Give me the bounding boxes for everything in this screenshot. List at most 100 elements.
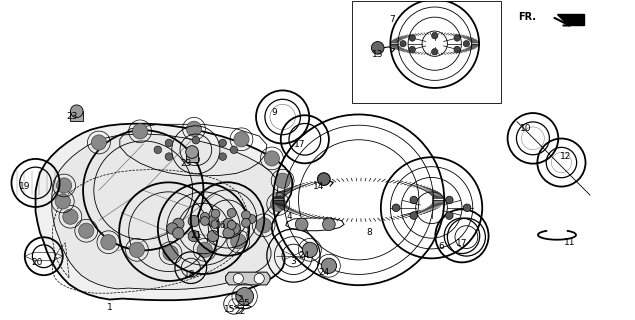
Text: 7: 7 bbox=[389, 15, 395, 24]
Text: 23: 23 bbox=[66, 112, 77, 121]
Text: 23: 23 bbox=[180, 159, 191, 168]
Text: 22: 22 bbox=[234, 307, 246, 316]
Text: 17: 17 bbox=[294, 140, 305, 149]
Ellipse shape bbox=[454, 46, 460, 52]
Ellipse shape bbox=[208, 215, 218, 227]
Ellipse shape bbox=[186, 121, 201, 136]
Ellipse shape bbox=[192, 156, 199, 163]
Polygon shape bbox=[52, 134, 277, 290]
Text: 6: 6 bbox=[438, 242, 444, 251]
Text: FR.: FR. bbox=[518, 12, 536, 22]
Ellipse shape bbox=[454, 35, 460, 41]
Ellipse shape bbox=[321, 258, 337, 273]
Text: 11: 11 bbox=[564, 238, 575, 247]
Text: 13: 13 bbox=[372, 50, 384, 59]
Ellipse shape bbox=[173, 218, 184, 229]
Text: 20: 20 bbox=[32, 258, 43, 267]
Ellipse shape bbox=[133, 124, 148, 139]
Text: 4: 4 bbox=[286, 212, 292, 221]
Ellipse shape bbox=[55, 194, 70, 209]
Ellipse shape bbox=[223, 218, 234, 229]
Ellipse shape bbox=[223, 228, 234, 239]
Text: 5: 5 bbox=[244, 299, 250, 308]
Polygon shape bbox=[70, 111, 83, 121]
Text: 16: 16 bbox=[215, 221, 227, 230]
Text: 21: 21 bbox=[190, 231, 201, 240]
Ellipse shape bbox=[201, 212, 210, 221]
Ellipse shape bbox=[432, 33, 438, 39]
Ellipse shape bbox=[410, 212, 418, 220]
Text: 12: 12 bbox=[560, 152, 572, 161]
Ellipse shape bbox=[227, 220, 236, 229]
Ellipse shape bbox=[271, 196, 286, 212]
Ellipse shape bbox=[247, 214, 256, 223]
Polygon shape bbox=[185, 152, 198, 162]
Ellipse shape bbox=[400, 41, 406, 47]
Ellipse shape bbox=[167, 223, 178, 234]
Polygon shape bbox=[225, 272, 270, 285]
Ellipse shape bbox=[231, 234, 246, 249]
Ellipse shape bbox=[211, 220, 220, 229]
Bar bbox=[352, 1, 501, 103]
Ellipse shape bbox=[57, 178, 72, 193]
Ellipse shape bbox=[234, 132, 249, 147]
Ellipse shape bbox=[432, 49, 438, 55]
Ellipse shape bbox=[409, 35, 415, 41]
Ellipse shape bbox=[63, 209, 78, 224]
Ellipse shape bbox=[173, 228, 184, 239]
Ellipse shape bbox=[318, 173, 330, 185]
Ellipse shape bbox=[256, 218, 271, 233]
Ellipse shape bbox=[446, 196, 453, 204]
Ellipse shape bbox=[91, 135, 107, 150]
Ellipse shape bbox=[192, 136, 199, 144]
Ellipse shape bbox=[197, 242, 212, 257]
Text: 24: 24 bbox=[318, 268, 330, 277]
Ellipse shape bbox=[371, 42, 384, 54]
Ellipse shape bbox=[219, 153, 227, 160]
Text: 15: 15 bbox=[224, 305, 236, 314]
Ellipse shape bbox=[211, 209, 220, 218]
Text: 1: 1 bbox=[107, 303, 112, 312]
Ellipse shape bbox=[302, 242, 318, 257]
Text: 18: 18 bbox=[184, 270, 195, 279]
Ellipse shape bbox=[446, 212, 453, 220]
Ellipse shape bbox=[165, 153, 173, 160]
Text: 19: 19 bbox=[19, 182, 30, 191]
Text: 17: 17 bbox=[456, 239, 468, 248]
Text: 8: 8 bbox=[366, 228, 372, 237]
Ellipse shape bbox=[410, 196, 418, 204]
Ellipse shape bbox=[230, 146, 237, 154]
Text: 24: 24 bbox=[298, 251, 309, 260]
Ellipse shape bbox=[254, 274, 264, 284]
Ellipse shape bbox=[188, 230, 199, 242]
Ellipse shape bbox=[229, 223, 240, 234]
Ellipse shape bbox=[463, 41, 469, 47]
Ellipse shape bbox=[101, 235, 116, 250]
Ellipse shape bbox=[154, 146, 162, 154]
Ellipse shape bbox=[295, 218, 308, 231]
Polygon shape bbox=[36, 124, 292, 300]
Text: 3: 3 bbox=[291, 257, 297, 266]
Ellipse shape bbox=[241, 211, 250, 220]
Ellipse shape bbox=[392, 204, 400, 212]
Ellipse shape bbox=[275, 173, 290, 188]
Text: 10: 10 bbox=[519, 124, 531, 133]
Ellipse shape bbox=[219, 139, 227, 147]
Ellipse shape bbox=[241, 219, 250, 227]
Ellipse shape bbox=[409, 46, 415, 52]
Text: 2: 2 bbox=[237, 295, 243, 304]
Ellipse shape bbox=[201, 217, 210, 226]
Ellipse shape bbox=[236, 287, 253, 305]
Ellipse shape bbox=[70, 105, 83, 117]
Text: 9: 9 bbox=[272, 108, 277, 117]
Polygon shape bbox=[557, 14, 584, 25]
Ellipse shape bbox=[323, 218, 335, 231]
Ellipse shape bbox=[188, 215, 199, 227]
Ellipse shape bbox=[463, 204, 471, 212]
Ellipse shape bbox=[208, 230, 218, 242]
Ellipse shape bbox=[130, 242, 145, 257]
Ellipse shape bbox=[165, 139, 173, 147]
Ellipse shape bbox=[264, 151, 279, 166]
Ellipse shape bbox=[163, 245, 178, 260]
Ellipse shape bbox=[79, 223, 94, 238]
